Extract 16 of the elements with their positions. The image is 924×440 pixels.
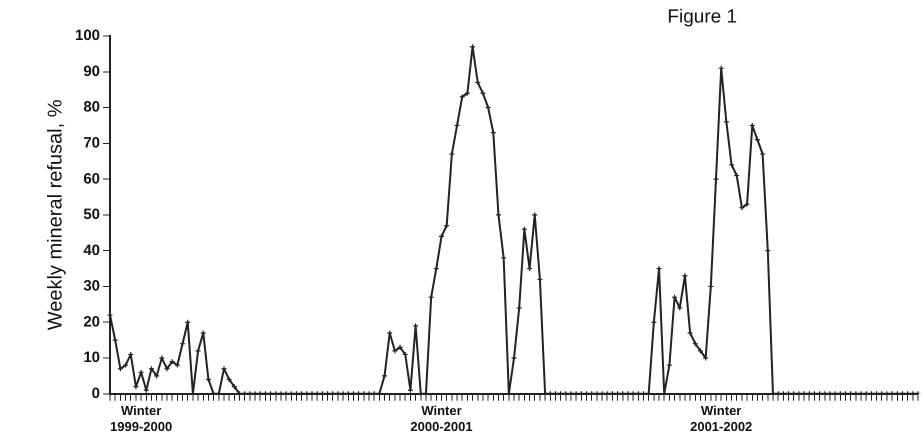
y-tick-label: 0	[92, 384, 100, 402]
y-tick-label: 90	[83, 62, 100, 80]
y-tick-label: 10	[83, 349, 100, 366]
y-tick-label: 40	[83, 242, 100, 259]
y-tick-label: 50	[83, 206, 100, 224]
y-tick-label: 30	[83, 278, 100, 295]
x-tick-label: Winter 2000-2001	[410, 403, 473, 434]
y-tick-label: 20	[83, 313, 100, 330]
y-tick-label: 80	[83, 98, 100, 116]
x-tick-label: Winter 2001-2002	[690, 403, 752, 434]
y-tick-label: 60	[83, 170, 100, 188]
y-tick-label: 100	[74, 27, 100, 44]
chart-title: Figure 1	[667, 6, 738, 28]
y-axis-title: Weekly mineral refusal, %	[44, 99, 67, 330]
x-tick-label: Winter 1999-2000	[110, 403, 172, 434]
y-tick-label: 70	[83, 134, 100, 152]
